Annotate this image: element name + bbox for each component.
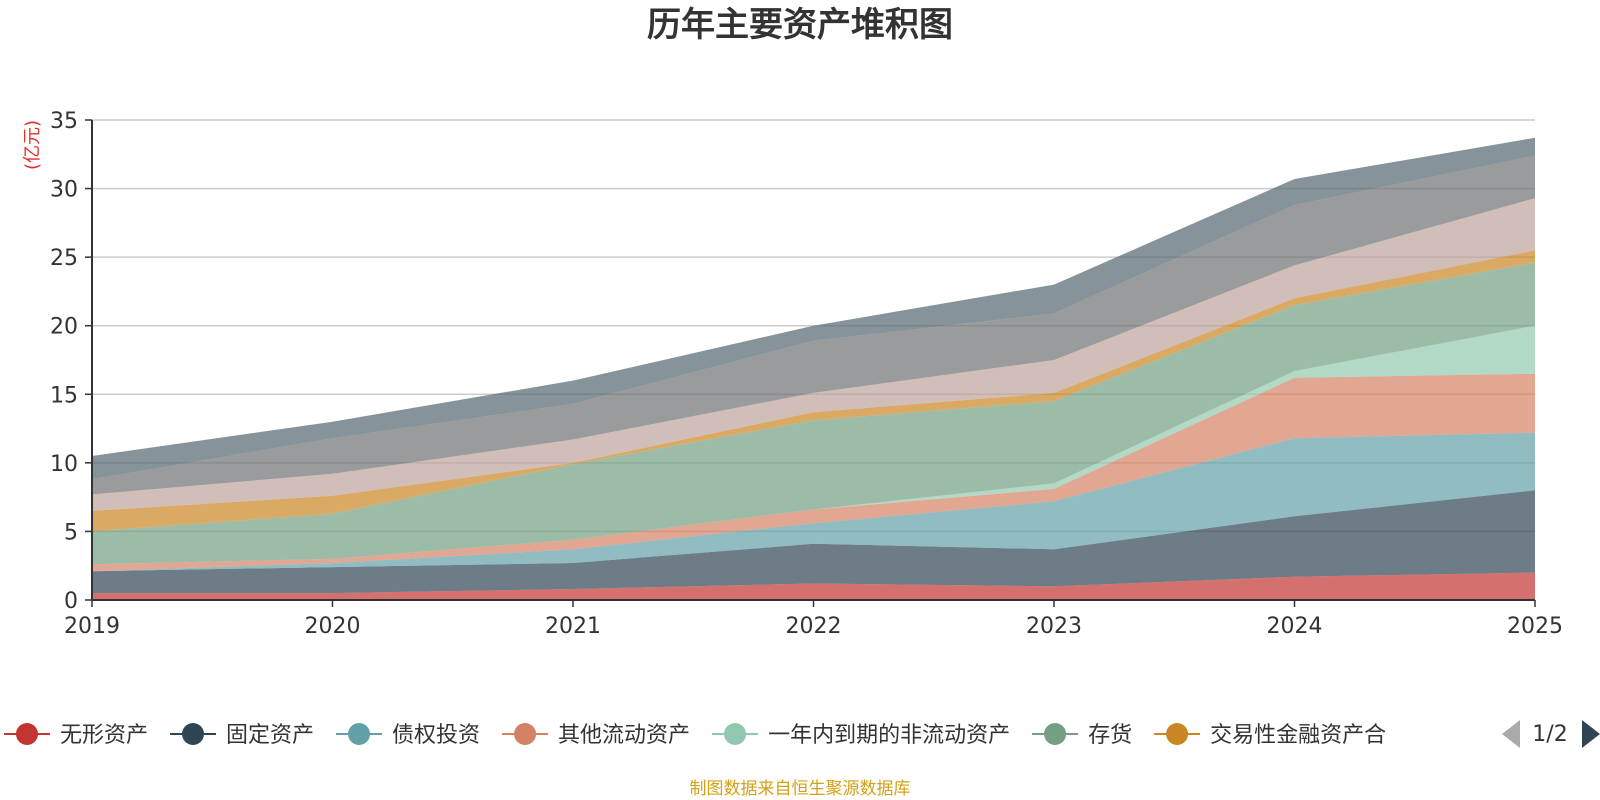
legend-circle-icon	[514, 723, 537, 745]
x-tick-label: 2025	[1507, 614, 1563, 639]
legend-circle-icon	[1166, 723, 1189, 745]
legend-label: 债权投资	[392, 723, 480, 748]
area-series-9[interactable]	[92, 155, 1535, 495]
legend-label: 固定资产	[226, 723, 314, 748]
x-tick-label: 2023	[1026, 614, 1082, 639]
area-series-7[interactable]	[92, 250, 1535, 532]
x-tick-label: 2021	[545, 614, 601, 639]
y-tick-label: 20	[50, 315, 78, 340]
y-tick-label: 30	[50, 178, 78, 203]
legend-pager: 1/2	[1502, 720, 1600, 748]
legend-label: 其他流动资产	[558, 723, 690, 748]
legend-page-indicator: 1/2	[1532, 722, 1567, 747]
area-series-4[interactable]	[92, 373, 1535, 572]
area-series-1[interactable]	[92, 572, 1535, 600]
legend-item-7[interactable]: 交易性金融资产合	[1154, 723, 1386, 748]
legend-item-6[interactable]: 存货	[1032, 723, 1132, 748]
y-tick-label: 0	[64, 589, 78, 614]
area-series-10[interactable]	[92, 137, 1535, 480]
y-axis-unit-label: (亿元)	[22, 120, 43, 170]
area-series-3[interactable]	[92, 432, 1535, 572]
y-tick-label: 15	[50, 383, 78, 408]
x-tick-label: 2024	[1267, 614, 1323, 639]
legend-circle-icon	[1044, 723, 1067, 745]
legend-item-3[interactable]: 债权投资	[336, 723, 480, 748]
legend-circle-icon	[16, 723, 38, 745]
y-tick-label: 35	[50, 109, 78, 134]
legend-circle-icon	[724, 723, 747, 745]
legend-circle-icon	[182, 723, 205, 745]
legend-label: 无形资产	[60, 723, 148, 748]
legend-item-5[interactable]: 一年内到期的非流动资产	[712, 723, 1010, 748]
y-tick-label: 25	[50, 246, 78, 271]
legend-label: 存货	[1088, 723, 1132, 748]
legend-item-1[interactable]: 无形资产	[4, 723, 148, 748]
triangle-left-icon[interactable]	[1502, 720, 1520, 748]
y-tick-label: 10	[50, 452, 78, 477]
area-series-6[interactable]	[92, 262, 1535, 565]
area-series-2[interactable]	[92, 490, 1535, 594]
chart-title: 历年主要资产堆积图	[647, 5, 953, 45]
source-note: 制图数据来自恒生聚源数据库	[690, 779, 911, 799]
y-tick-label: 5	[64, 520, 78, 545]
legend-circle-icon	[348, 723, 371, 745]
legend: 无形资产 固定资产 债权投资 其他流动资产 一年内到期的非流动资产 存货 交易性金融资产合	[4, 723, 1386, 748]
x-tick-label: 2019	[64, 614, 120, 639]
legend-item-4[interactable]: 其他流动资产	[502, 723, 690, 748]
legend-label: 交易性金融资产合	[1210, 723, 1386, 748]
stacked-areas	[92, 137, 1535, 600]
x-tick-label: 2020	[305, 614, 361, 639]
triangle-right-icon[interactable]	[1582, 720, 1600, 748]
x-tick-label: 2022	[786, 614, 842, 639]
legend-item-2[interactable]: 固定资产	[170, 723, 314, 748]
legend-label: 一年内到期的非流动资产	[768, 723, 1010, 748]
